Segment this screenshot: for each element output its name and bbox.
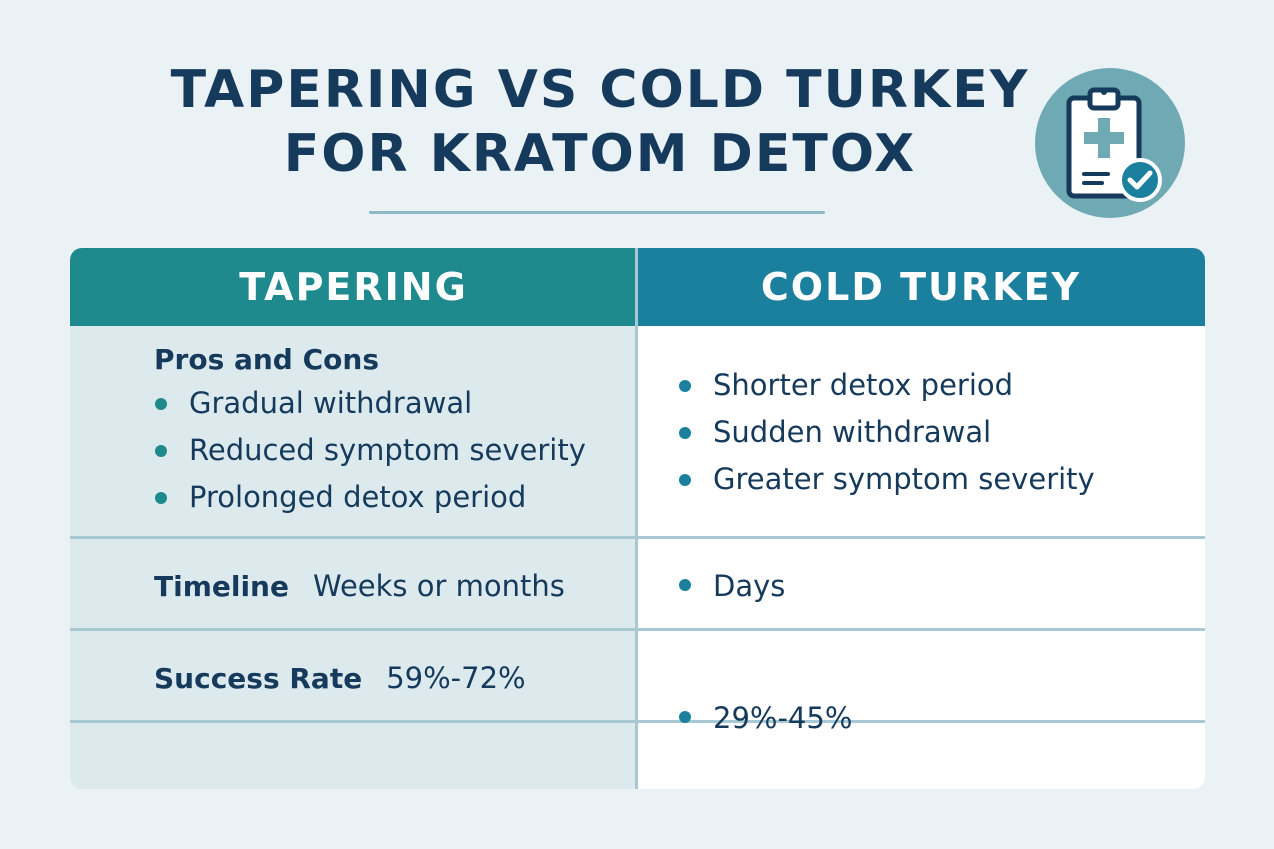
- tapering-timeline-cell: Timeline Weeks or months: [154, 566, 565, 607]
- tapering-success-rate-cell: Success Rate 59%-72%: [154, 658, 526, 699]
- cold-turkey-header: COLD TURKEY: [637, 248, 1205, 326]
- title-line-2: FOR KRATOM DETOX: [283, 124, 917, 184]
- tapering-pros-cons-cell: Pros and Cons Gradual withdrawal Reduced…: [154, 340, 586, 521]
- tapering-timeline-value: Weeks or months: [312, 569, 565, 603]
- tapering-header: TAPERING: [70, 248, 637, 326]
- tapering-success-rate-value: 59%-72%: [386, 661, 526, 695]
- list-item: Greater symptom severity: [678, 456, 1095, 503]
- page-title: TAPERING VS COLD TURKEY FOR KRATOM DETOX: [120, 58, 1080, 186]
- timeline-label: Timeline: [154, 570, 289, 603]
- tapering-column-background: [70, 248, 637, 789]
- row-divider-3: [70, 720, 1205, 723]
- row-divider-1: [70, 536, 1205, 539]
- column-divider: [635, 248, 638, 789]
- title-line-1: TAPERING VS COLD TURKEY: [170, 60, 1030, 120]
- cold-turkey-pros-cons-list: Shorter detox period Sudden withdrawal G…: [678, 362, 1095, 503]
- cold-turkey-pros-cons-cell: Shorter detox period Sudden withdrawal G…: [678, 362, 1095, 503]
- success-rate-label: Success Rate: [154, 662, 363, 695]
- list-item: Prolonged detox period: [154, 474, 586, 521]
- list-item: Gradual withdrawal: [154, 380, 586, 427]
- clipboard-medical-check-icon: [1035, 68, 1185, 218]
- row-divider-2: [70, 628, 1205, 631]
- pros-cons-label: Pros and Cons: [154, 343, 379, 376]
- list-item: Sudden withdrawal: [678, 409, 1095, 456]
- list-item: Reduced symptom severity: [154, 427, 586, 474]
- comparison-table: TAPERING COLD TURKEY Pros and Cons Gradu…: [70, 248, 1205, 789]
- list-item: Shorter detox period: [678, 362, 1095, 409]
- tapering-pros-cons-list: Gradual withdrawal Reduced symptom sever…: [154, 380, 586, 521]
- title-divider: [369, 211, 825, 214]
- cold-turkey-success-rate-value: 29%-45%: [678, 698, 1205, 738]
- cold-turkey-timeline-value: Days: [678, 566, 1205, 606]
